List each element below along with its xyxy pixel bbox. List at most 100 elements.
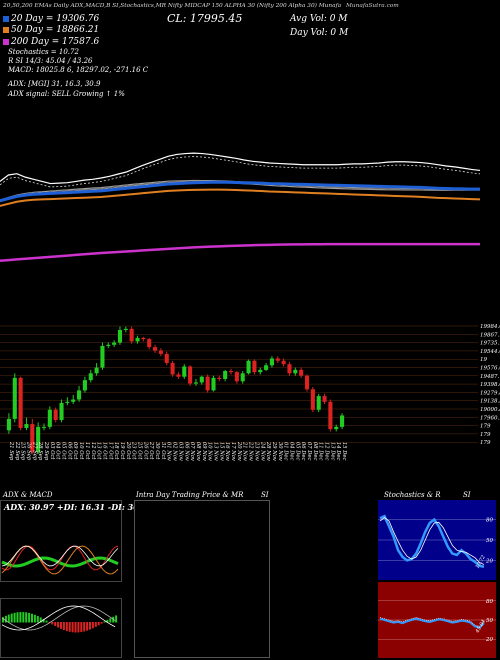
price-grid bbox=[0, 325, 478, 443]
date-label: 10 Oct bbox=[78, 442, 84, 460]
adx-panel bbox=[0, 500, 122, 582]
macd-bar bbox=[62, 622, 65, 631]
candle-body bbox=[36, 426, 41, 452]
candle-body bbox=[199, 376, 204, 383]
macd-bar bbox=[13, 612, 16, 623]
candle-body bbox=[65, 401, 70, 403]
date-label: 19 Oct bbox=[119, 442, 125, 460]
candle-body bbox=[71, 399, 76, 402]
candle-body bbox=[281, 360, 286, 365]
date-label: 15 Nov bbox=[218, 442, 224, 461]
candle-body bbox=[106, 344, 111, 346]
candle-body bbox=[228, 371, 234, 373]
candle-body bbox=[12, 377, 17, 419]
candle-body bbox=[147, 339, 152, 348]
macd-bar bbox=[4, 615, 7, 623]
date-label: 05 Oct bbox=[61, 442, 67, 460]
candle-body bbox=[123, 328, 128, 330]
ema-orange-line bbox=[0, 188, 481, 207]
adx-line-0 bbox=[1, 556, 119, 568]
macd-bar bbox=[115, 615, 118, 623]
adx-line-1 bbox=[1, 545, 119, 571]
date-label: 17 Nov bbox=[230, 442, 236, 461]
cl-value: CL: 17995.45 bbox=[167, 12, 243, 25]
price-label: 19000.83 bbox=[480, 407, 500, 413]
stoch-panel-title: Stochastics & R bbox=[384, 491, 441, 499]
macd-bar bbox=[97, 622, 100, 626]
date-label: 11 Dec bbox=[318, 442, 324, 460]
date-label: 09 Oct bbox=[72, 442, 78, 460]
price-label: 17960.15 bbox=[480, 415, 500, 421]
adx-line-3 bbox=[1, 545, 119, 567]
adx-panel-title: ADX & MACD bbox=[3, 491, 53, 499]
stochastics-value: Stochastics = 10.72 bbox=[8, 48, 79, 56]
date-label: 27 Sep bbox=[31, 441, 37, 461]
ema-line-2 bbox=[0, 242, 480, 262]
date-label: 22 Sep bbox=[14, 441, 20, 461]
candle-body bbox=[322, 396, 327, 402]
adx-lines bbox=[1, 545, 119, 575]
date-label: 07 Dec bbox=[306, 442, 312, 460]
ema-lines bbox=[0, 152, 481, 262]
date-label: 01 Dec bbox=[283, 442, 289, 460]
si-panel-title: SI bbox=[261, 491, 269, 499]
rsi-text: R SI 14/3: 45.04 / 43.26 bbox=[8, 57, 93, 65]
date-label: 06 Oct bbox=[66, 442, 72, 460]
price-label: 19867.15 bbox=[480, 332, 500, 338]
candle-body bbox=[152, 347, 158, 351]
macd-bar bbox=[80, 622, 83, 633]
candle-body bbox=[30, 424, 35, 452]
macd-bar bbox=[106, 619, 109, 623]
macd-panel bbox=[0, 598, 122, 658]
macd-bar bbox=[2, 617, 4, 623]
date-label: 30 Oct bbox=[154, 442, 160, 460]
price-label: 19544.63 bbox=[480, 349, 500, 355]
price-label: 19 bbox=[480, 357, 487, 363]
ema200-swatch bbox=[3, 38, 9, 45]
macd-bar bbox=[94, 622, 97, 627]
date-label: 21 Sep bbox=[8, 441, 14, 461]
macd-bar bbox=[19, 612, 22, 623]
macd-bar bbox=[16, 612, 19, 623]
candle-body bbox=[246, 360, 251, 374]
rsi-tick: 20 bbox=[485, 637, 493, 643]
macd-bar bbox=[31, 613, 33, 623]
candle-body bbox=[47, 409, 52, 427]
ema20-swatch bbox=[3, 15, 9, 22]
rsi-tick: 80 bbox=[486, 599, 493, 605]
candle-body bbox=[287, 364, 292, 374]
legend-ema20: 20 Day = 19306.76 bbox=[3, 14, 99, 24]
macd-text: MACD: 18025.8 6, 18297.02, -271.16 C bbox=[8, 66, 149, 74]
candle-body bbox=[82, 380, 87, 391]
date-label: 26 Sep bbox=[25, 441, 31, 461]
macd-bar bbox=[100, 622, 103, 624]
stochastics-panel: 80 50 20 10.72 bbox=[378, 500, 496, 580]
adx-values: ADX: 30.97 +DI: 16.31 -DI: 30.94 bbox=[4, 502, 153, 512]
price-label: 19138.5 bbox=[480, 399, 500, 405]
macd-bar bbox=[25, 612, 28, 623]
candle-body bbox=[88, 373, 93, 381]
intraday-panel bbox=[134, 500, 270, 658]
candle-body bbox=[193, 382, 199, 384]
candle-body bbox=[293, 369, 298, 374]
date-label: 29 Sep bbox=[43, 441, 49, 461]
candle-body bbox=[240, 373, 245, 382]
candle-body bbox=[41, 426, 47, 428]
ema50-swatch bbox=[3, 26, 9, 33]
date-label: 25 Sep bbox=[20, 441, 26, 461]
candle-body bbox=[340, 415, 345, 427]
date-label: 16 Oct bbox=[101, 442, 107, 460]
candle-body bbox=[234, 372, 239, 382]
ema-dotted-line bbox=[0, 156, 481, 188]
rsi-tick: 50 bbox=[486, 618, 493, 624]
legend-ema50: 50 Day = 18866.21 bbox=[3, 25, 99, 35]
macd-bar bbox=[74, 622, 77, 633]
stoch-tick: 50 bbox=[486, 538, 493, 544]
price-label: 19576.01 bbox=[480, 366, 500, 372]
date-label: 21 Nov bbox=[242, 441, 248, 461]
date-label: 31 Oct bbox=[160, 442, 166, 460]
date-label: 07 Nov bbox=[189, 442, 195, 461]
legend-ema200: 200 Day = 17587.6 bbox=[3, 37, 99, 47]
macd-bar bbox=[65, 622, 68, 632]
